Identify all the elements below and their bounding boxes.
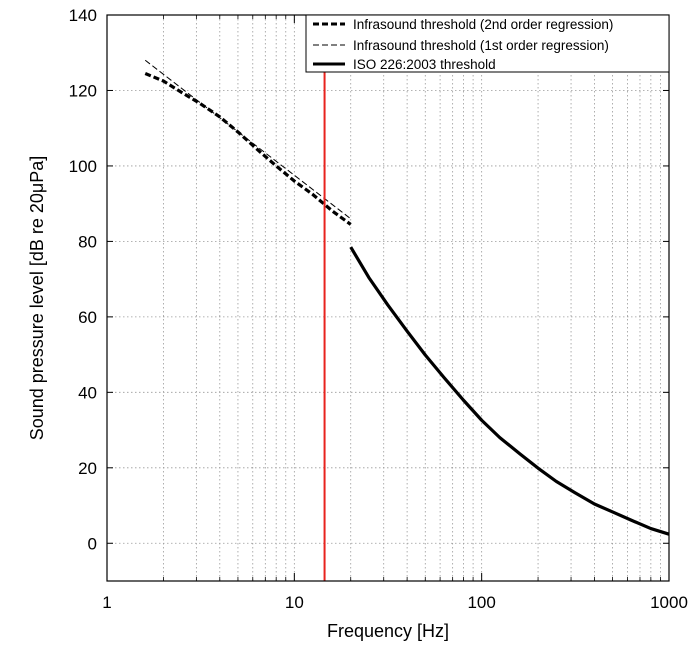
iso-226-threshold-line xyxy=(349,246,670,536)
axes: 0 20 40 60 80 100 120 140 1 10 100 1000 xyxy=(69,6,688,612)
y-axis-label-prefix: Sound pressure level [dB re 20 xyxy=(27,193,47,440)
legend-label-1st-order: Infrasound threshold (1st order regressi… xyxy=(353,38,609,53)
legend-box xyxy=(305,14,670,73)
y-tick-label: 20 xyxy=(78,459,97,478)
x-tick-label: 1000 xyxy=(650,593,688,612)
y-axis-label-suffix: Pa] xyxy=(27,156,47,183)
y-axis-label-mu: μ xyxy=(27,183,47,193)
plot-background xyxy=(107,15,669,581)
y-tick-label: 60 xyxy=(78,308,97,327)
legend-label-2nd-order: Infrasound threshold (2nd order regressi… xyxy=(353,17,613,32)
y-tick-label: 80 xyxy=(78,232,97,251)
y-tick-label: 0 xyxy=(88,534,97,553)
y-axis-label: Sound pressure level [dB re 20μPa] xyxy=(27,156,47,441)
y-tick-label: 100 xyxy=(69,157,97,176)
infrasound-2nd-order-line xyxy=(144,72,352,226)
x-tick-label: 1 xyxy=(102,593,111,612)
y-tick-label: 120 xyxy=(69,81,97,100)
y-tick-label: 40 xyxy=(78,383,97,402)
series-layer xyxy=(144,59,670,536)
x-axis-label: Frequency [Hz] xyxy=(327,621,449,641)
x-tick-label: 10 xyxy=(285,593,304,612)
legend: Infrasound threshold (2nd order regressi… xyxy=(305,14,670,73)
grid xyxy=(107,15,669,581)
y-tick-label: 140 xyxy=(69,6,97,25)
x-tick-label: 100 xyxy=(467,593,495,612)
legend-label-iso: ISO 226:2003 threshold xyxy=(353,57,496,72)
